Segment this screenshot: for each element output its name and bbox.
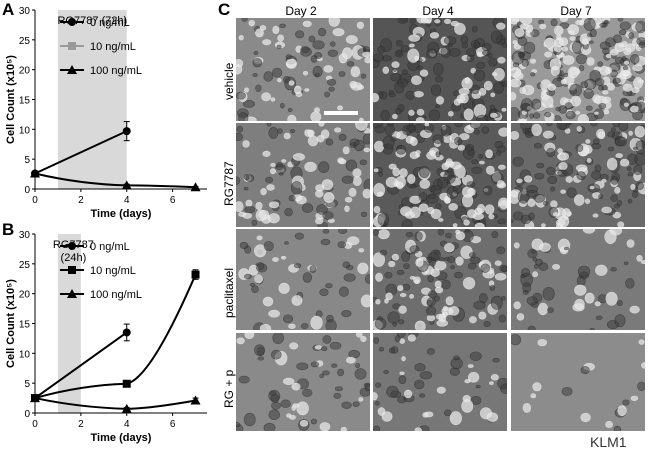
row-label-paclitaxel: paclitaxel	[222, 267, 236, 318]
x-tick-label: 4	[124, 195, 130, 206]
micrograph-tile	[236, 123, 370, 227]
y-tick-label: 20	[19, 290, 31, 301]
micrograph-image	[511, 333, 645, 431]
micrograph-image	[236, 123, 370, 227]
x-tick-label: 4	[124, 419, 130, 430]
series-line-b-0	[34, 331, 128, 399]
data-point-a-2	[30, 168, 40, 178]
micrograph-tile	[511, 229, 645, 330]
micrograph-tile	[236, 229, 370, 330]
x-tick-label: 6	[170, 419, 176, 430]
legend-label: 0 ng/mL	[90, 17, 130, 29]
micrograph-tile	[511, 18, 645, 121]
micrograph-image	[373, 18, 507, 121]
data-point-a-2	[190, 182, 201, 192]
micrograph-tile	[373, 229, 507, 330]
y-tick-label: 25	[19, 36, 31, 47]
data-point-b-0	[122, 328, 131, 337]
x-tick-label: 0	[32, 419, 38, 430]
micrograph-image	[511, 123, 645, 227]
legend-label: 100 ng/mL	[90, 289, 142, 301]
y-tick-label: 25	[19, 260, 31, 271]
data-point-b-2	[30, 393, 40, 403]
y-tick-label: 10	[19, 125, 31, 136]
x-axis-title: Time (days)	[91, 432, 152, 444]
legend-label: 10 ng/mL	[90, 41, 136, 53]
legend-marker	[68, 42, 76, 50]
x-axis-title: Time (days)	[91, 208, 152, 220]
y-tick-label: 30	[19, 230, 31, 241]
micrograph-tile	[373, 123, 507, 227]
micrograph-panel: Day 2 Day 4 Day 7 vehicle RG7787 paclita…	[218, 0, 650, 458]
scale-bar	[324, 111, 358, 115]
row-label-rg-p: RG + p	[222, 369, 236, 408]
legend-label: 10 ng/mL	[90, 265, 136, 277]
y-tick-label: 15	[19, 320, 31, 331]
legend-marker	[68, 266, 76, 274]
y-tick-label: 15	[19, 96, 31, 107]
data-point-b-2	[190, 395, 201, 405]
data-point-b-2	[121, 403, 132, 413]
y-axis-title: Cell Count (x10⁵)	[5, 279, 17, 368]
x-tick-label: 2	[78, 195, 84, 206]
micrograph-tile	[236, 333, 370, 431]
micrograph-tile	[511, 333, 645, 431]
y-tick-label: 30	[19, 6, 31, 17]
x-tick-label: 2	[78, 419, 84, 430]
panel-letter-b: B	[2, 220, 15, 239]
y-tick-label: 5	[24, 379, 30, 390]
micrograph-image	[373, 123, 507, 227]
data-point-b-1	[191, 270, 200, 279]
cell-line-label: KLM1	[590, 434, 627, 450]
y-axis-title: Cell Count (x10⁵)	[5, 55, 17, 144]
row-label-rg7787: RG7787	[222, 161, 236, 206]
micrograph-image	[511, 229, 645, 330]
day-header-4: Day 4	[422, 4, 454, 18]
x-tick-label: 0	[32, 195, 38, 206]
micrograph-image	[511, 18, 645, 121]
micrograph-image	[373, 229, 507, 330]
micrograph-tile	[373, 333, 507, 431]
y-tick-label: 0	[24, 409, 30, 420]
data-point-a-0	[122, 127, 131, 136]
day-header-2: Day 2	[285, 4, 317, 18]
legend-marker	[67, 65, 77, 74]
y-tick-label: 0	[24, 185, 30, 196]
panel-letter-c: C	[218, 0, 231, 19]
micrograph-image	[236, 18, 370, 121]
micrograph-tile	[511, 123, 645, 227]
y-tick-label: 10	[19, 349, 31, 360]
shaded-region-label: (24h)	[61, 252, 87, 264]
micrograph-tile	[373, 18, 507, 121]
y-tick-label: 5	[24, 155, 30, 166]
legend-label: 100 ng/mL	[90, 65, 142, 77]
micrograph-image	[236, 229, 370, 330]
series-line-a-0	[34, 130, 128, 175]
micrograph-tile	[236, 18, 370, 121]
micrograph-image	[236, 333, 370, 431]
day-header-7: Day 7	[560, 4, 592, 18]
legend-marker	[68, 242, 76, 250]
micrograph-image	[373, 333, 507, 431]
legend-marker	[67, 289, 77, 298]
legend-label: 0 ng/mL	[90, 241, 130, 253]
data-point-a-2	[121, 180, 132, 190]
x-tick-label: 6	[170, 195, 176, 206]
y-tick-label: 20	[19, 66, 31, 77]
legend-marker	[68, 18, 76, 26]
shaded-treatment-region	[57, 10, 127, 189]
panel-letter-a: A	[2, 0, 15, 19]
row-label-vehicle: vehicle	[222, 62, 236, 100]
data-point-b-1	[122, 379, 131, 388]
